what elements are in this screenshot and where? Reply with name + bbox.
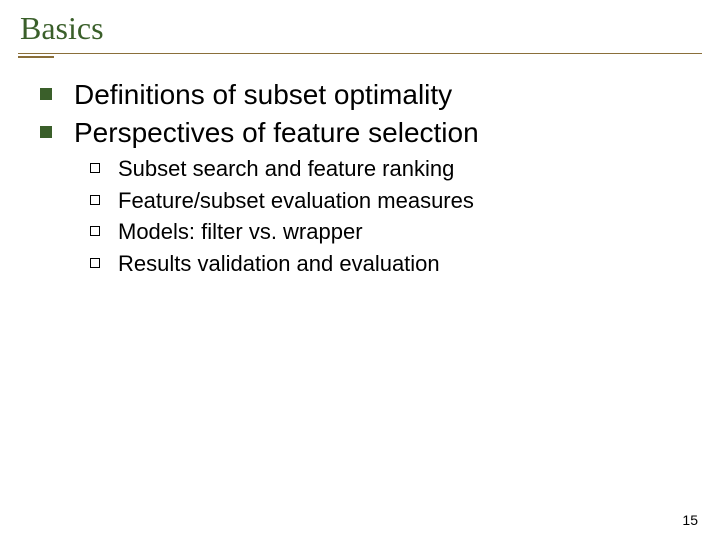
hollow-square-icon [90, 226, 100, 236]
hollow-square-icon [90, 163, 100, 173]
page-number: 15 [682, 512, 698, 528]
hollow-square-icon [90, 258, 100, 268]
slide: Basics Definitions of subset optimality … [0, 0, 720, 540]
list-item: Definitions of subset optimality [40, 78, 680, 112]
lvl1-text: Perspectives of feature selection [74, 116, 479, 150]
list-item: Results validation and evaluation [90, 250, 680, 278]
lvl1-text: Definitions of subset optimality [74, 78, 452, 112]
list-item: Feature/subset evaluation measures [90, 187, 680, 215]
title-tick [18, 56, 54, 58]
title-underline [18, 53, 702, 54]
title-block: Basics [18, 10, 702, 58]
lvl2-text: Subset search and feature ranking [118, 155, 454, 183]
square-bullet-icon [40, 88, 52, 100]
list-item: Perspectives of feature selection [40, 116, 680, 150]
hollow-square-icon [90, 195, 100, 205]
lvl2-text: Models: filter vs. wrapper [118, 218, 363, 246]
content-area: Definitions of subset optimality Perspec… [40, 78, 680, 281]
list-item: Subset search and feature ranking [90, 155, 680, 183]
sub-list: Subset search and feature ranking Featur… [90, 155, 680, 277]
lvl2-text: Results validation and evaluation [118, 250, 440, 278]
slide-title: Basics [18, 10, 702, 51]
list-item: Models: filter vs. wrapper [90, 218, 680, 246]
square-bullet-icon [40, 126, 52, 138]
lvl2-text: Feature/subset evaluation measures [118, 187, 474, 215]
